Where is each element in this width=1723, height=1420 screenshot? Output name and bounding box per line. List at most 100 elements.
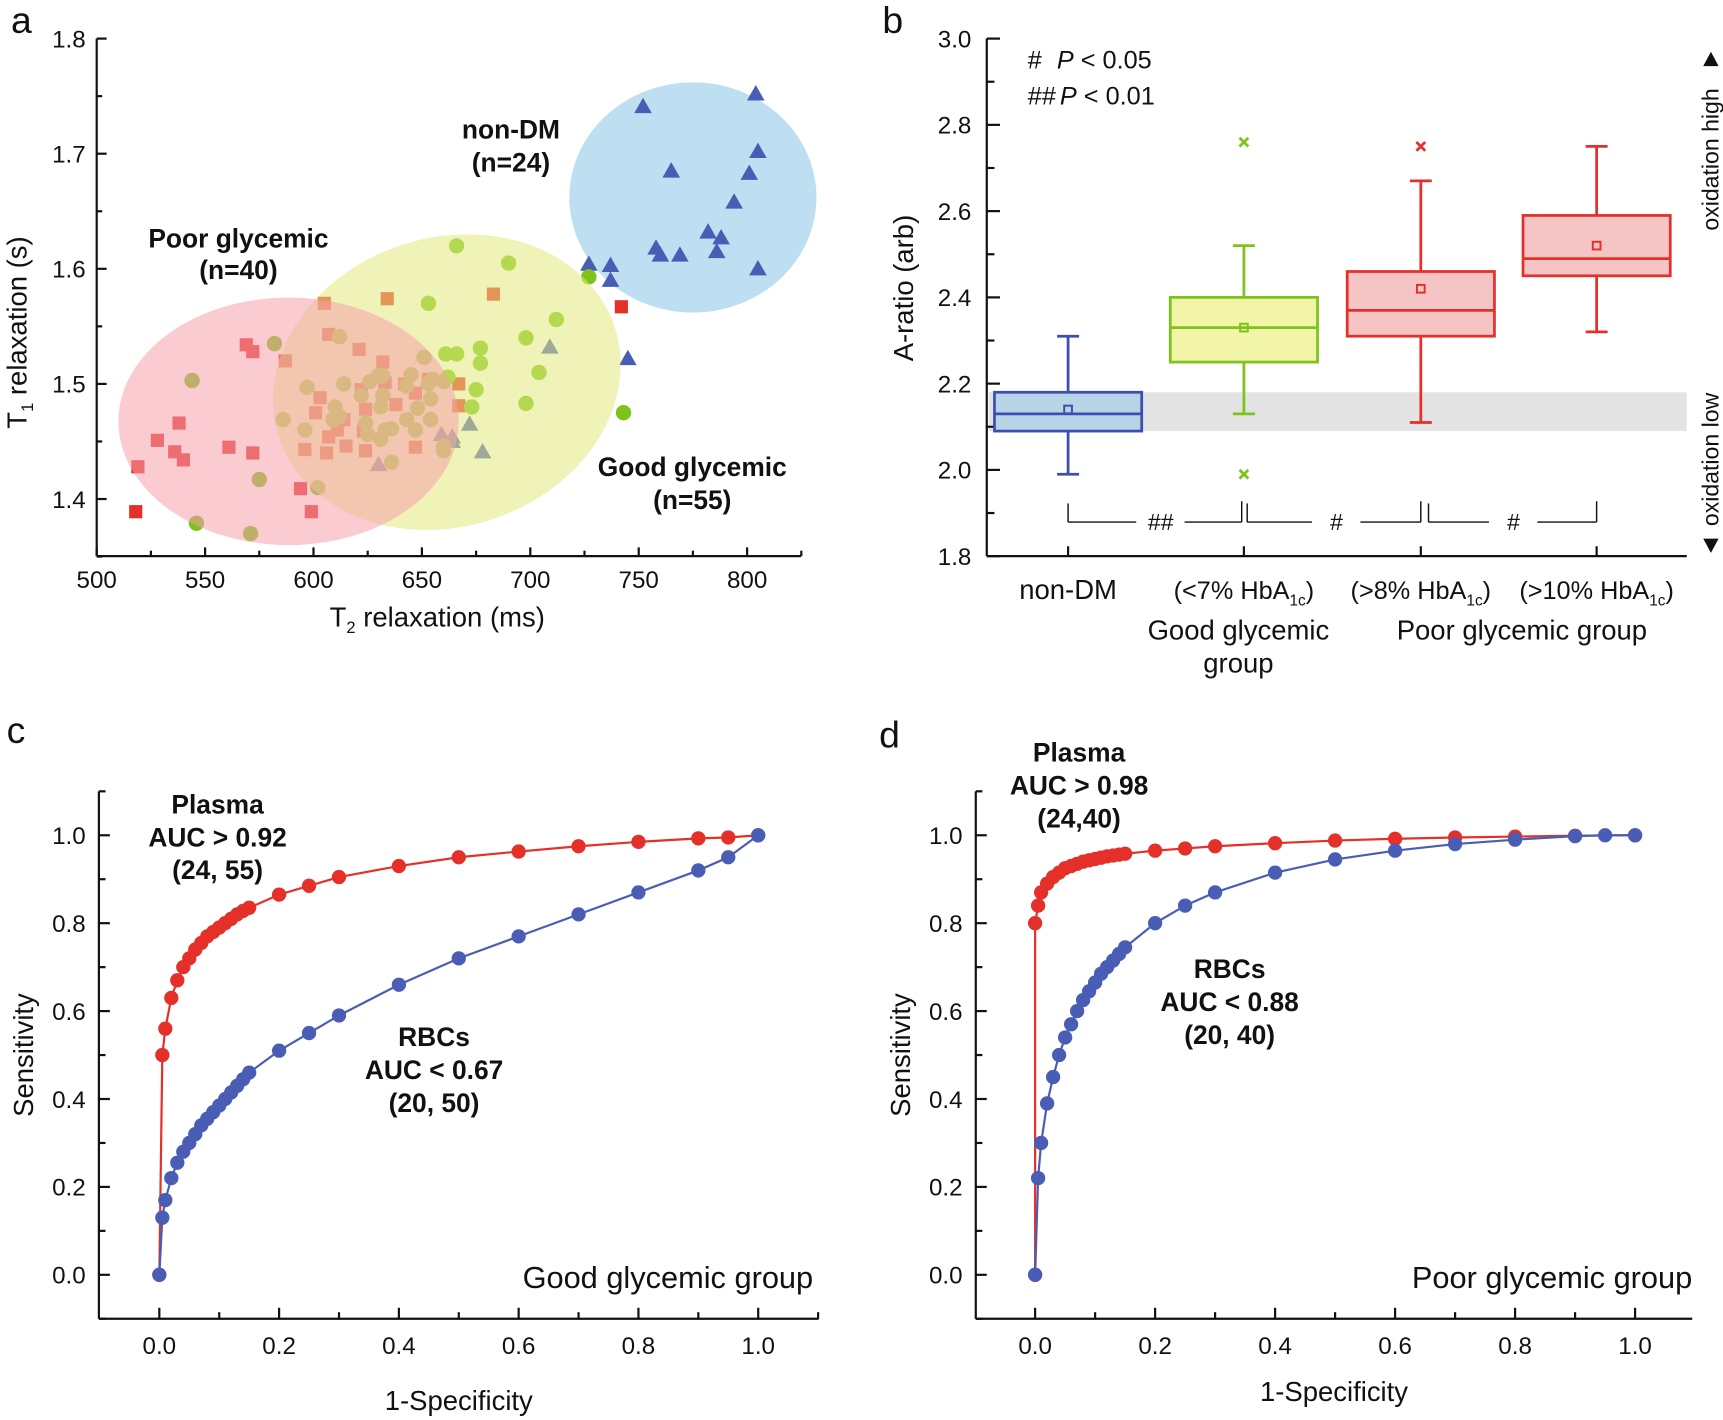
point-poor-glycemic [129, 505, 143, 519]
roc-point [164, 990, 179, 1006]
x-tick-label: 650 [402, 567, 442, 594]
y-tick-label: 2.4 [938, 285, 972, 312]
significance-label: # [1330, 509, 1344, 535]
point-non-dm [699, 223, 717, 239]
roc-point [152, 1267, 167, 1282]
x-tick-label: 0.0 [1018, 1333, 1052, 1360]
panel-subtitle: Good glycemic group [523, 1260, 814, 1295]
roc-point [721, 850, 736, 865]
legend-symbol: # [1027, 46, 1042, 74]
roc-point [1177, 898, 1193, 913]
roc-point [691, 863, 706, 878]
roc-point [691, 831, 706, 846]
series-label-name: Plasma [1033, 738, 1126, 768]
roc-point [1387, 843, 1403, 858]
legend-threshold: < 0.05 [1074, 46, 1152, 74]
roc-point [242, 900, 257, 915]
roc-point [158, 1021, 173, 1036]
oxidation-low-label: oxidation low [1698, 392, 1723, 526]
point-non-dm [725, 193, 743, 209]
series-plasma [1027, 828, 1643, 1282]
roc-point [155, 1047, 170, 1063]
roc-point [1627, 828, 1643, 843]
category-label-sub: 1c [1289, 593, 1306, 610]
y-tick-label: 2.8 [938, 113, 972, 140]
series-label-auc: AUC < 0.67 [365, 1055, 503, 1085]
box-0 [993, 334, 1144, 476]
roc-point [1507, 832, 1523, 847]
y-tick-label: 1.0 [929, 823, 963, 850]
panel-b-boxplot: 1.8 2.0 2.2 2.4 2.6 2.8 3.0 A-ratio (arb) # P < 0… [888, 26, 1723, 678]
category-label: non-DM [1019, 574, 1117, 605]
arrow-up-icon [1703, 51, 1719, 67]
x-tick-label: 0.8 [1498, 1333, 1532, 1360]
roc-point [1207, 885, 1223, 900]
box-2 [1345, 141, 1496, 424]
y-tick-label: 1.8 [938, 544, 972, 571]
roc-point [1327, 833, 1343, 848]
y-tick-label: 2.6 [938, 199, 972, 226]
x-tick-label: 0.4 [382, 1333, 416, 1360]
roc-point [1267, 836, 1283, 851]
outlier-marker [1238, 468, 1250, 480]
label-poor-glycemic: Poor glycemic [148, 223, 328, 253]
label-non-dm: non-DM [462, 115, 560, 145]
x-tick-label: 0.2 [262, 1333, 296, 1360]
category-label: (>8% HbA1c) [1351, 577, 1492, 610]
significance-label: ## [1148, 509, 1175, 535]
roc-point [1063, 1017, 1079, 1032]
roc-point [511, 844, 526, 859]
category-label-text: (>8% HbA [1351, 577, 1467, 605]
x-tick-label: 600 [293, 567, 333, 594]
x-tick-label: 550 [185, 567, 225, 594]
significance-label: # [1507, 509, 1521, 535]
point-non-dm [671, 246, 689, 262]
mean-marker [1063, 404, 1073, 415]
group-label-good-line2: group [1203, 648, 1273, 679]
roc-point [571, 907, 586, 922]
box-iqr [1168, 296, 1319, 364]
x-tick-label: 0.8 [622, 1333, 656, 1360]
roc-line [1034, 834, 1636, 1275]
panel-letter-a: a [11, 0, 32, 41]
panel-letter-d: d [879, 713, 900, 755]
mean-marker [1591, 240, 1602, 251]
roc-point [1387, 831, 1403, 846]
panel-c-roc: 0.0 0.2 0.4 0.6 0.8 1.0 0.0 0.2 0.4 0.6 0.8 1.0 1-Sp… [8, 789, 820, 1416]
x-tick-label: 500 [77, 567, 117, 594]
x-tick-label: 0.0 [143, 1333, 177, 1360]
roc-point [271, 1043, 287, 1058]
mean-marker [1239, 322, 1249, 333]
series-rbcs [152, 828, 766, 1282]
category-label-after: ) [1665, 577, 1673, 605]
x-axis-label: 1-Specificity [385, 1385, 533, 1416]
category-label-after: ) [1306, 577, 1314, 605]
roc-point [1447, 836, 1463, 852]
category-label: (>10% HbA1c) [1519, 577, 1674, 610]
mean-marker [1415, 283, 1426, 294]
y-axis-label: Sensitivity [885, 993, 916, 1117]
ellipse-non-dm [569, 82, 817, 313]
roc-point [301, 878, 317, 893]
series-label-auc: AUC > 0.92 [148, 822, 286, 852]
point-non-dm [580, 255, 598, 271]
point-non-dm [634, 97, 652, 114]
y-tick-label: 1.0 [52, 823, 86, 850]
y-tick-label: 0.8 [52, 911, 86, 938]
arrow-down-icon [1703, 538, 1719, 553]
y-tick-label: 0.8 [929, 911, 963, 938]
legend-p: P [1060, 83, 1077, 111]
label-poor-glycemic-n: (n=40) [199, 255, 277, 285]
box-iqr [1345, 270, 1496, 338]
y-axis-label: T1 relaxation (s) [1, 236, 37, 428]
x-axis-label: 1-Specificity [1260, 1376, 1408, 1407]
y-tick-label: 0.2 [52, 1175, 86, 1202]
label-non-dm-n: (n=24) [472, 148, 550, 178]
roc-point [1327, 852, 1343, 867]
series-label-n: (24, 55) [172, 855, 263, 885]
point-non-dm [619, 349, 637, 366]
roc-point [391, 977, 407, 992]
oxidation-high-label: oxidation high [1698, 88, 1723, 230]
category-label: (<7% HbA1c) [1174, 577, 1315, 610]
